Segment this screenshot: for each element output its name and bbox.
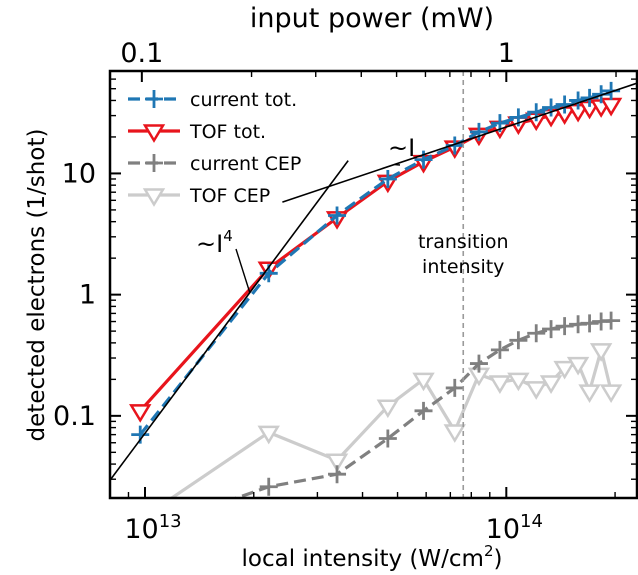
y-axis-label: detected electrons (1/shot) [24,129,50,442]
data-point-tof-cep-8 [507,372,530,392]
y-tick-label-10: 10 [62,158,96,189]
x-tick-base: 10 [486,514,520,545]
data-point-current-cep-9 [527,324,546,343]
legend-label-current-tot: current tot. [190,89,297,111]
legend-label-tof-cep: TOF CEP [189,185,270,207]
series-line-current-cep [232,319,612,498]
data-point-current-cep-8 [509,331,528,350]
data-point-current-cep-11 [555,317,574,336]
data-point-current-cep-2 [328,465,347,484]
data-point-current-cep-1 [259,477,278,496]
data-point-current-tot-2 [328,206,347,225]
legend-entry-current-tot: current tot. [128,89,297,111]
legend-symbol-current-cep [128,154,180,172]
data-point-current-tot-5 [445,136,464,155]
fit-line-linear [282,82,637,203]
data-point-current-tot-3 [378,169,397,188]
legend-label-tof-tot: TOF tot. [189,121,266,143]
data-point-current-cep-4 [414,401,433,420]
fit-pointer-quartic [235,248,251,293]
data-point-current-tot-9 [527,103,546,122]
legend-entry-tof-cep: TOF CEP [128,185,270,207]
legend-marker-current-tot [145,90,163,108]
data-point-tof-cep-15 [599,384,623,404]
data-point-current-cep-7 [490,340,509,359]
y-tick-label-1: 1 [79,280,96,311]
legend-symbol-tof-cep [128,188,180,207]
plot-frame [108,69,638,500]
fit-label-linear-text: ~I [388,134,415,162]
legend-marker-tof-cep [142,188,166,207]
data-point-current-cep-15 [602,311,621,330]
fit-label-quartic-sup: 4 [223,227,233,245]
data-point-tof-cep-4 [412,372,435,392]
x-axis-label: local intensity (W/cm2) [242,542,503,572]
x-axis-label-text: local intensity (W/cm [242,546,484,572]
x-tick-exp: 13 [159,511,182,532]
x-tick-label-1e13: 1013 [124,511,181,545]
x-tick-label-1e14: 1014 [486,511,543,545]
data-point-tof-cep-12 [566,356,590,376]
data-point-tof-cep-11 [553,360,576,380]
legend-symbol-tof-tot [128,124,180,143]
data-point-current-tot-15 [602,81,621,100]
legend-symbol-current-tot [128,90,180,108]
fit-lines [110,82,637,481]
legend-label-current-cep: current CEP [190,153,301,175]
fit-line-quartic [110,160,349,481]
data-point-tof-tot-0 [129,404,152,423]
data-point-tof-cep-1 [257,425,280,445]
data-layer [129,81,623,498]
data-point-current-tot-14 [592,85,611,104]
annotation-transition: transition [418,231,509,253]
data-point-current-tot-6 [469,122,488,141]
fit-label-linear: ~I [388,134,415,162]
top-tick-label-0-1: 0.1 [120,38,163,69]
series-line-current-tot [138,89,612,436]
data-point-tof-cep-2 [325,453,349,473]
annotation-intensity: intensity [422,256,504,278]
legend-marker-tof-tot [142,124,166,143]
data-point-tof-cep-7 [488,375,512,394]
x-tick-base: 10 [124,514,158,545]
fit-label-quartic-text: ~I [196,230,223,258]
data-point-tof-cep-3 [376,399,400,419]
legend-marker-current-cep [145,154,163,172]
fit-label-quartic: ~I4 [196,227,233,258]
x-axis-label-sup: 2 [484,542,494,560]
legend: current tot. TOF tot. current CEP TOF CE… [128,89,301,207]
series-tof-tot [129,97,623,423]
data-point-current-cep-6 [469,354,488,373]
top-axis-label: input power (mW) [250,3,494,34]
x-tick-exp: 14 [520,511,543,532]
series-line-tof-cep [168,348,613,498]
data-point-current-cep-13 [580,314,599,333]
data-point-current-cep-3 [378,429,397,448]
data-point-current-tot-13 [580,88,599,107]
data-point-current-tot-11 [555,95,574,114]
data-point-tof-cep-10 [539,375,563,394]
data-point-current-tot-4 [414,150,433,169]
legend-entry-tof-tot: TOF tot. [128,121,266,143]
data-point-tof-cep-14 [589,343,613,362]
y-tick-label-0-1: 0.1 [53,401,96,432]
top-tick-label-1: 1 [498,38,515,69]
legend-entry-current-cep: current CEP [128,153,301,175]
series-tof-cep [168,343,623,498]
x-axis-label-end: ) [494,546,503,572]
data-point-current-tot-10 [542,98,561,117]
data-point-tof-cep-9 [525,381,548,400]
data-point-tof-cep-13 [578,384,601,404]
series-current-cep [232,311,621,498]
data-point-current-cep-5 [445,378,464,397]
data-point-current-cep-10 [542,320,561,339]
data-point-tof-cep-5 [443,424,466,443]
axes-ticks [109,70,637,498]
